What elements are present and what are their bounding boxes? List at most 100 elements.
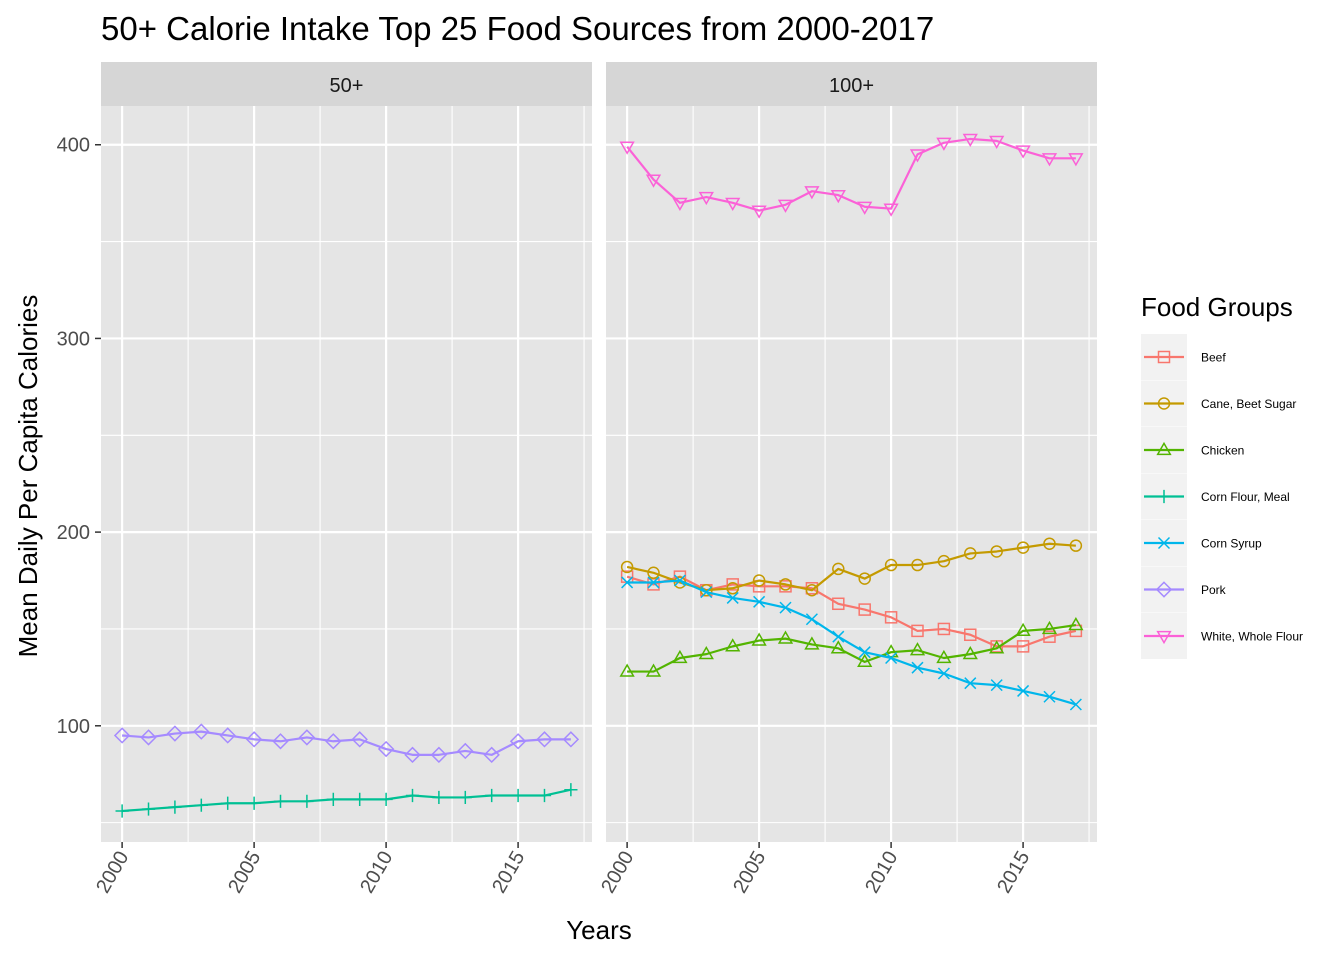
panel-background [606,106,1097,842]
data-point [458,790,472,805]
facet-panel-50: 50+ 2000 2005 2010 2015 100 200 300 400 [57,62,592,897]
data-point [726,582,739,595]
series-line-corn-syrup [627,579,1077,706]
data-point [805,583,819,597]
legend-label: Corn Syrup [1201,537,1262,551]
y-axis-title: Mean Daily Per Capita Calories [13,295,43,658]
data-point [432,790,446,805]
data-point [113,727,131,744]
data-point [909,642,926,656]
facet-panels: 50+ 2000 2005 2010 2015 100 200 300 400 100+ 2000 2… [57,62,1097,897]
x-tick-label: 2010 [356,848,397,898]
data-point [936,649,952,664]
data-point [140,729,157,746]
data-point [166,725,184,742]
data-point [805,613,818,626]
data-point [832,597,845,611]
data-point [751,632,767,646]
data-point [141,802,156,816]
data-point [645,663,662,677]
data-point [353,792,367,806]
x-tick-label: 2015 [993,848,1034,898]
data-point [1041,153,1058,167]
data-point [830,640,846,654]
data-point [1016,640,1030,653]
data-point [194,798,208,812]
data-point [325,733,342,750]
data-point [936,137,952,151]
data-point [1043,690,1056,703]
data-point [457,742,474,760]
data-point [777,630,794,644]
data-point [405,788,420,803]
data-point [193,723,210,740]
x-tick-label: 2010 [861,848,902,898]
data-point [779,578,792,591]
data-point [1015,145,1031,159]
data-point [777,199,794,213]
data-point [647,566,660,580]
data-point [990,679,1003,692]
data-point [830,189,846,204]
data-point [937,622,951,636]
data-point [883,644,899,658]
data-point [964,677,977,690]
data-point [221,796,235,810]
series-pork [113,723,580,764]
data-point [245,731,263,748]
data-point [804,636,820,650]
y-tick-label: 300 [57,328,90,350]
facet-strip-label: 50+ [330,75,364,97]
y-tick-label: 100 [57,716,90,738]
facet-strip [101,62,592,106]
data-point [298,729,316,746]
chart-title: 50+ Calorie Intake Top 25 Food Sources f… [101,10,934,47]
legend-key-marker [1157,536,1171,550]
data-point [725,197,741,211]
series-corn-syrup [621,574,1082,711]
data-point [272,733,289,750]
data-point [247,796,261,810]
data-point [857,201,873,215]
data-point [883,203,899,217]
panel-background [101,106,592,842]
x-tick-label: 2005 [729,848,770,898]
data-point [647,576,660,589]
data-point [753,595,766,608]
data-point [752,574,766,587]
legend-item-beef: Beef [1141,334,1226,380]
legend: Food Groups Beef Cane, Beet Sugar Chicken C… [1141,292,1303,659]
data-point [698,191,714,206]
data-point [536,731,553,748]
data-point [645,174,662,188]
data-point [485,788,499,803]
series-chicken [619,616,1084,677]
data-point [1017,684,1030,697]
data-point [619,663,635,677]
data-point [964,628,977,642]
data-point [884,558,898,572]
data-point [511,788,525,803]
data-point [698,646,714,660]
data-point [326,792,340,806]
data-point [989,135,1005,149]
facet-panel-100: 100+ 2000 2005 2010 2015 [597,62,1097,897]
legend-key-marker [1157,489,1171,504]
x-tick-label: 2000 [597,848,638,898]
series-corn-flour-meal [115,783,578,818]
legend-key-marker [1156,630,1172,645]
legend-title: Food Groups [1141,292,1293,322]
data-point [1069,539,1083,552]
legend-item-corn-flour-meal: Corn Flour, Meal [1141,473,1290,520]
data-point [885,651,898,665]
data-point [621,576,634,589]
data-point [564,783,578,797]
data-point [1043,630,1056,643]
data-point [1069,698,1082,711]
legend-item-chicken: Chicken [1141,427,1244,473]
data-point [168,800,182,814]
data-point [377,740,395,758]
data-point [1015,622,1031,637]
y-tick-label: 400 [57,135,90,157]
